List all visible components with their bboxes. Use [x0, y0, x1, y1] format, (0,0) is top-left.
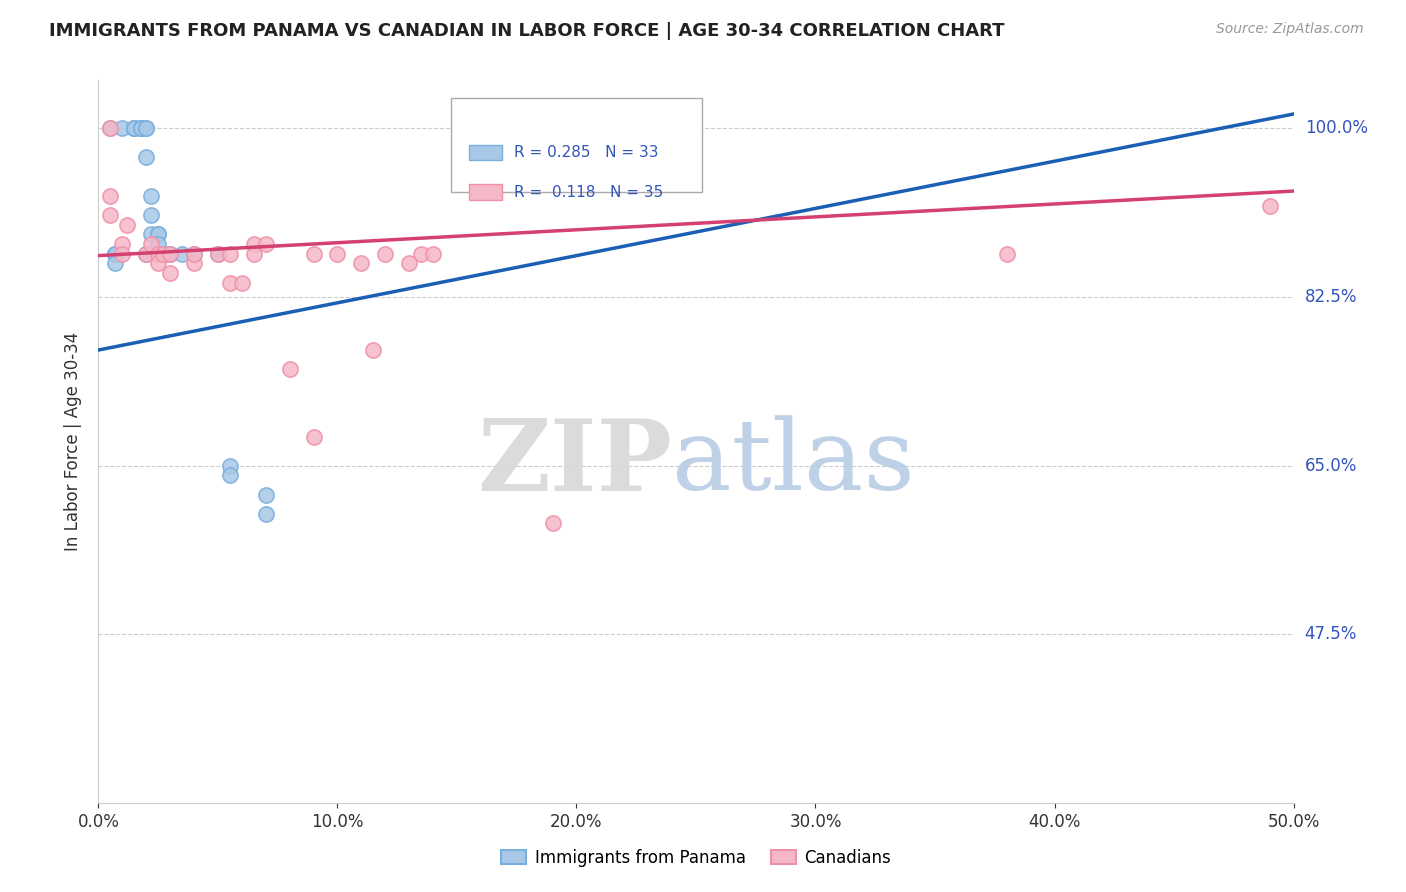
Point [219, 458, 242, 473]
Point [148, 246, 170, 260]
Point [152, 246, 174, 260]
Point [422, 246, 444, 260]
Text: R = 0.285   N = 33: R = 0.285 N = 33 [515, 145, 659, 160]
Legend: Immigrants from Panama, Canadians: Immigrants from Panama, Canadians [502, 848, 890, 867]
Point [135, 121, 157, 136]
Point [111, 237, 134, 252]
Point [207, 246, 229, 260]
Text: R =  0.118   N = 35: R = 0.118 N = 35 [515, 185, 664, 200]
Point [104, 256, 127, 270]
Point [302, 430, 325, 444]
Point [104, 246, 127, 260]
Point [541, 516, 564, 531]
Point [148, 256, 170, 270]
Point [124, 121, 146, 136]
Point [131, 121, 153, 136]
Text: 47.5%: 47.5% [1305, 625, 1357, 643]
Point [98, 121, 122, 136]
Point [183, 246, 205, 260]
Point [98, 208, 122, 222]
Point [98, 121, 122, 136]
Point [183, 246, 205, 260]
FancyBboxPatch shape [470, 145, 502, 161]
Point [278, 362, 301, 376]
Text: 65.0%: 65.0% [1305, 457, 1357, 475]
Point [139, 237, 162, 252]
Point [124, 121, 146, 136]
Point [159, 266, 181, 280]
Point [183, 256, 205, 270]
Text: IMMIGRANTS FROM PANAMA VS CANADIAN IN LABOR FORCE | AGE 30-34 CORRELATION CHART: IMMIGRANTS FROM PANAMA VS CANADIAN IN LA… [49, 22, 1005, 40]
Point [111, 121, 134, 136]
Point [104, 246, 127, 260]
Point [254, 487, 277, 501]
Point [115, 218, 138, 232]
Point [111, 246, 134, 260]
Text: 82.5%: 82.5% [1305, 288, 1357, 306]
Point [207, 246, 229, 260]
Point [411, 246, 433, 260]
Point [139, 189, 162, 203]
Point [148, 237, 170, 252]
Point [350, 256, 373, 270]
FancyBboxPatch shape [451, 98, 702, 193]
Point [1258, 198, 1281, 212]
Point [995, 246, 1018, 260]
Point [159, 246, 181, 260]
Point [131, 121, 153, 136]
Point [374, 246, 396, 260]
FancyBboxPatch shape [470, 185, 502, 200]
Text: 100.0%: 100.0% [1305, 120, 1368, 137]
Point [148, 227, 170, 242]
Point [219, 276, 242, 290]
Point [219, 246, 242, 260]
Point [135, 246, 157, 260]
Text: atlas: atlas [672, 416, 915, 511]
Point [155, 246, 177, 260]
Point [231, 276, 253, 290]
Point [363, 343, 385, 357]
Point [98, 189, 122, 203]
Point [124, 121, 146, 136]
Text: ZIP: ZIP [477, 415, 672, 512]
Point [159, 246, 181, 260]
Point [104, 246, 127, 260]
Point [135, 150, 157, 164]
Point [219, 468, 242, 483]
Point [243, 246, 266, 260]
Point [139, 227, 162, 242]
Point [135, 246, 157, 260]
Y-axis label: In Labor Force | Age 30-34: In Labor Force | Age 30-34 [65, 332, 83, 551]
Point [243, 237, 266, 252]
Point [148, 227, 170, 242]
Point [398, 256, 420, 270]
Point [254, 507, 277, 521]
Point [148, 246, 170, 260]
Point [172, 246, 194, 260]
Point [139, 208, 162, 222]
Point [254, 237, 277, 252]
Point [124, 121, 146, 136]
Point [135, 121, 157, 136]
Point [326, 246, 349, 260]
Text: Source: ZipAtlas.com: Source: ZipAtlas.com [1216, 22, 1364, 37]
Point [131, 121, 153, 136]
Point [302, 246, 325, 260]
